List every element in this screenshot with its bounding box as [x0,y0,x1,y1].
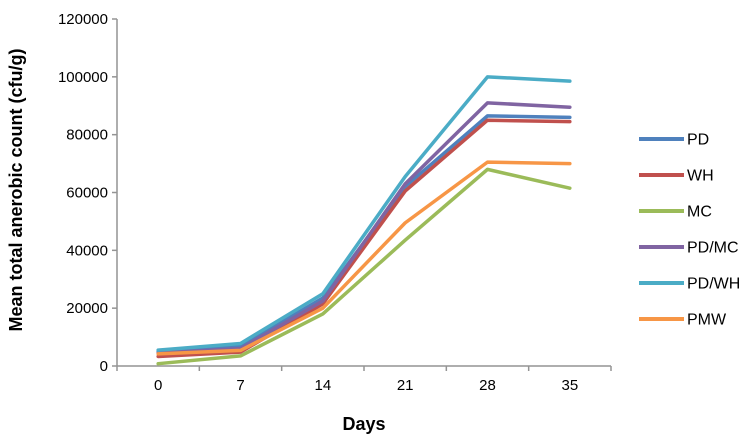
series-line-pd-wh [156,75,572,352]
legend-item: MC [639,204,712,221]
legend-item-label: PD/MC [687,240,739,257]
y-tick-label: 120000 [58,11,108,28]
legend-item-label: PD [687,132,709,149]
axes: 0 20000 40000 60000 80000 100000 120000 0 7 14 21 2… [58,11,612,394]
y-tick-label: 60000 [66,185,108,202]
data-series-lines [156,75,572,366]
legend: PD WH MC PD/MC PD/WH PMW [639,132,740,329]
legend-item-label: WH [687,168,714,185]
y-tick-label: 80000 [66,127,108,144]
legend-item: WH [639,168,714,185]
x-tick-label: 35 [561,377,578,394]
legend-item: PD [639,132,709,149]
y-axis-title: Mean total anerobic count (cfu/g) [6,48,26,331]
x-tick-label: 0 [154,377,162,394]
x-tick-label: 14 [314,377,331,394]
y-tick-label: 100000 [58,69,108,86]
x-tick-label: 21 [397,377,414,394]
y-tick-label: 0 [100,358,108,375]
series-line-pmw [156,160,572,356]
legend-item-label: MC [687,204,712,221]
x-tick-label: 7 [236,377,244,394]
x-tick-label: 28 [479,377,496,394]
legend-item-label: PD/WH [687,276,740,293]
y-tick-label: 20000 [66,300,108,317]
series-line-mc [156,167,572,366]
series-line-pd-mc [156,101,572,355]
legend-item: PD/MC [639,240,739,257]
y-tick-label: 40000 [66,242,108,259]
x-axis-title: Days [342,414,385,434]
legend-item-label: PMW [687,312,727,329]
series-line-wh [156,118,572,359]
legend-item: PMW [639,312,727,329]
legend-item: PD/WH [639,276,740,293]
